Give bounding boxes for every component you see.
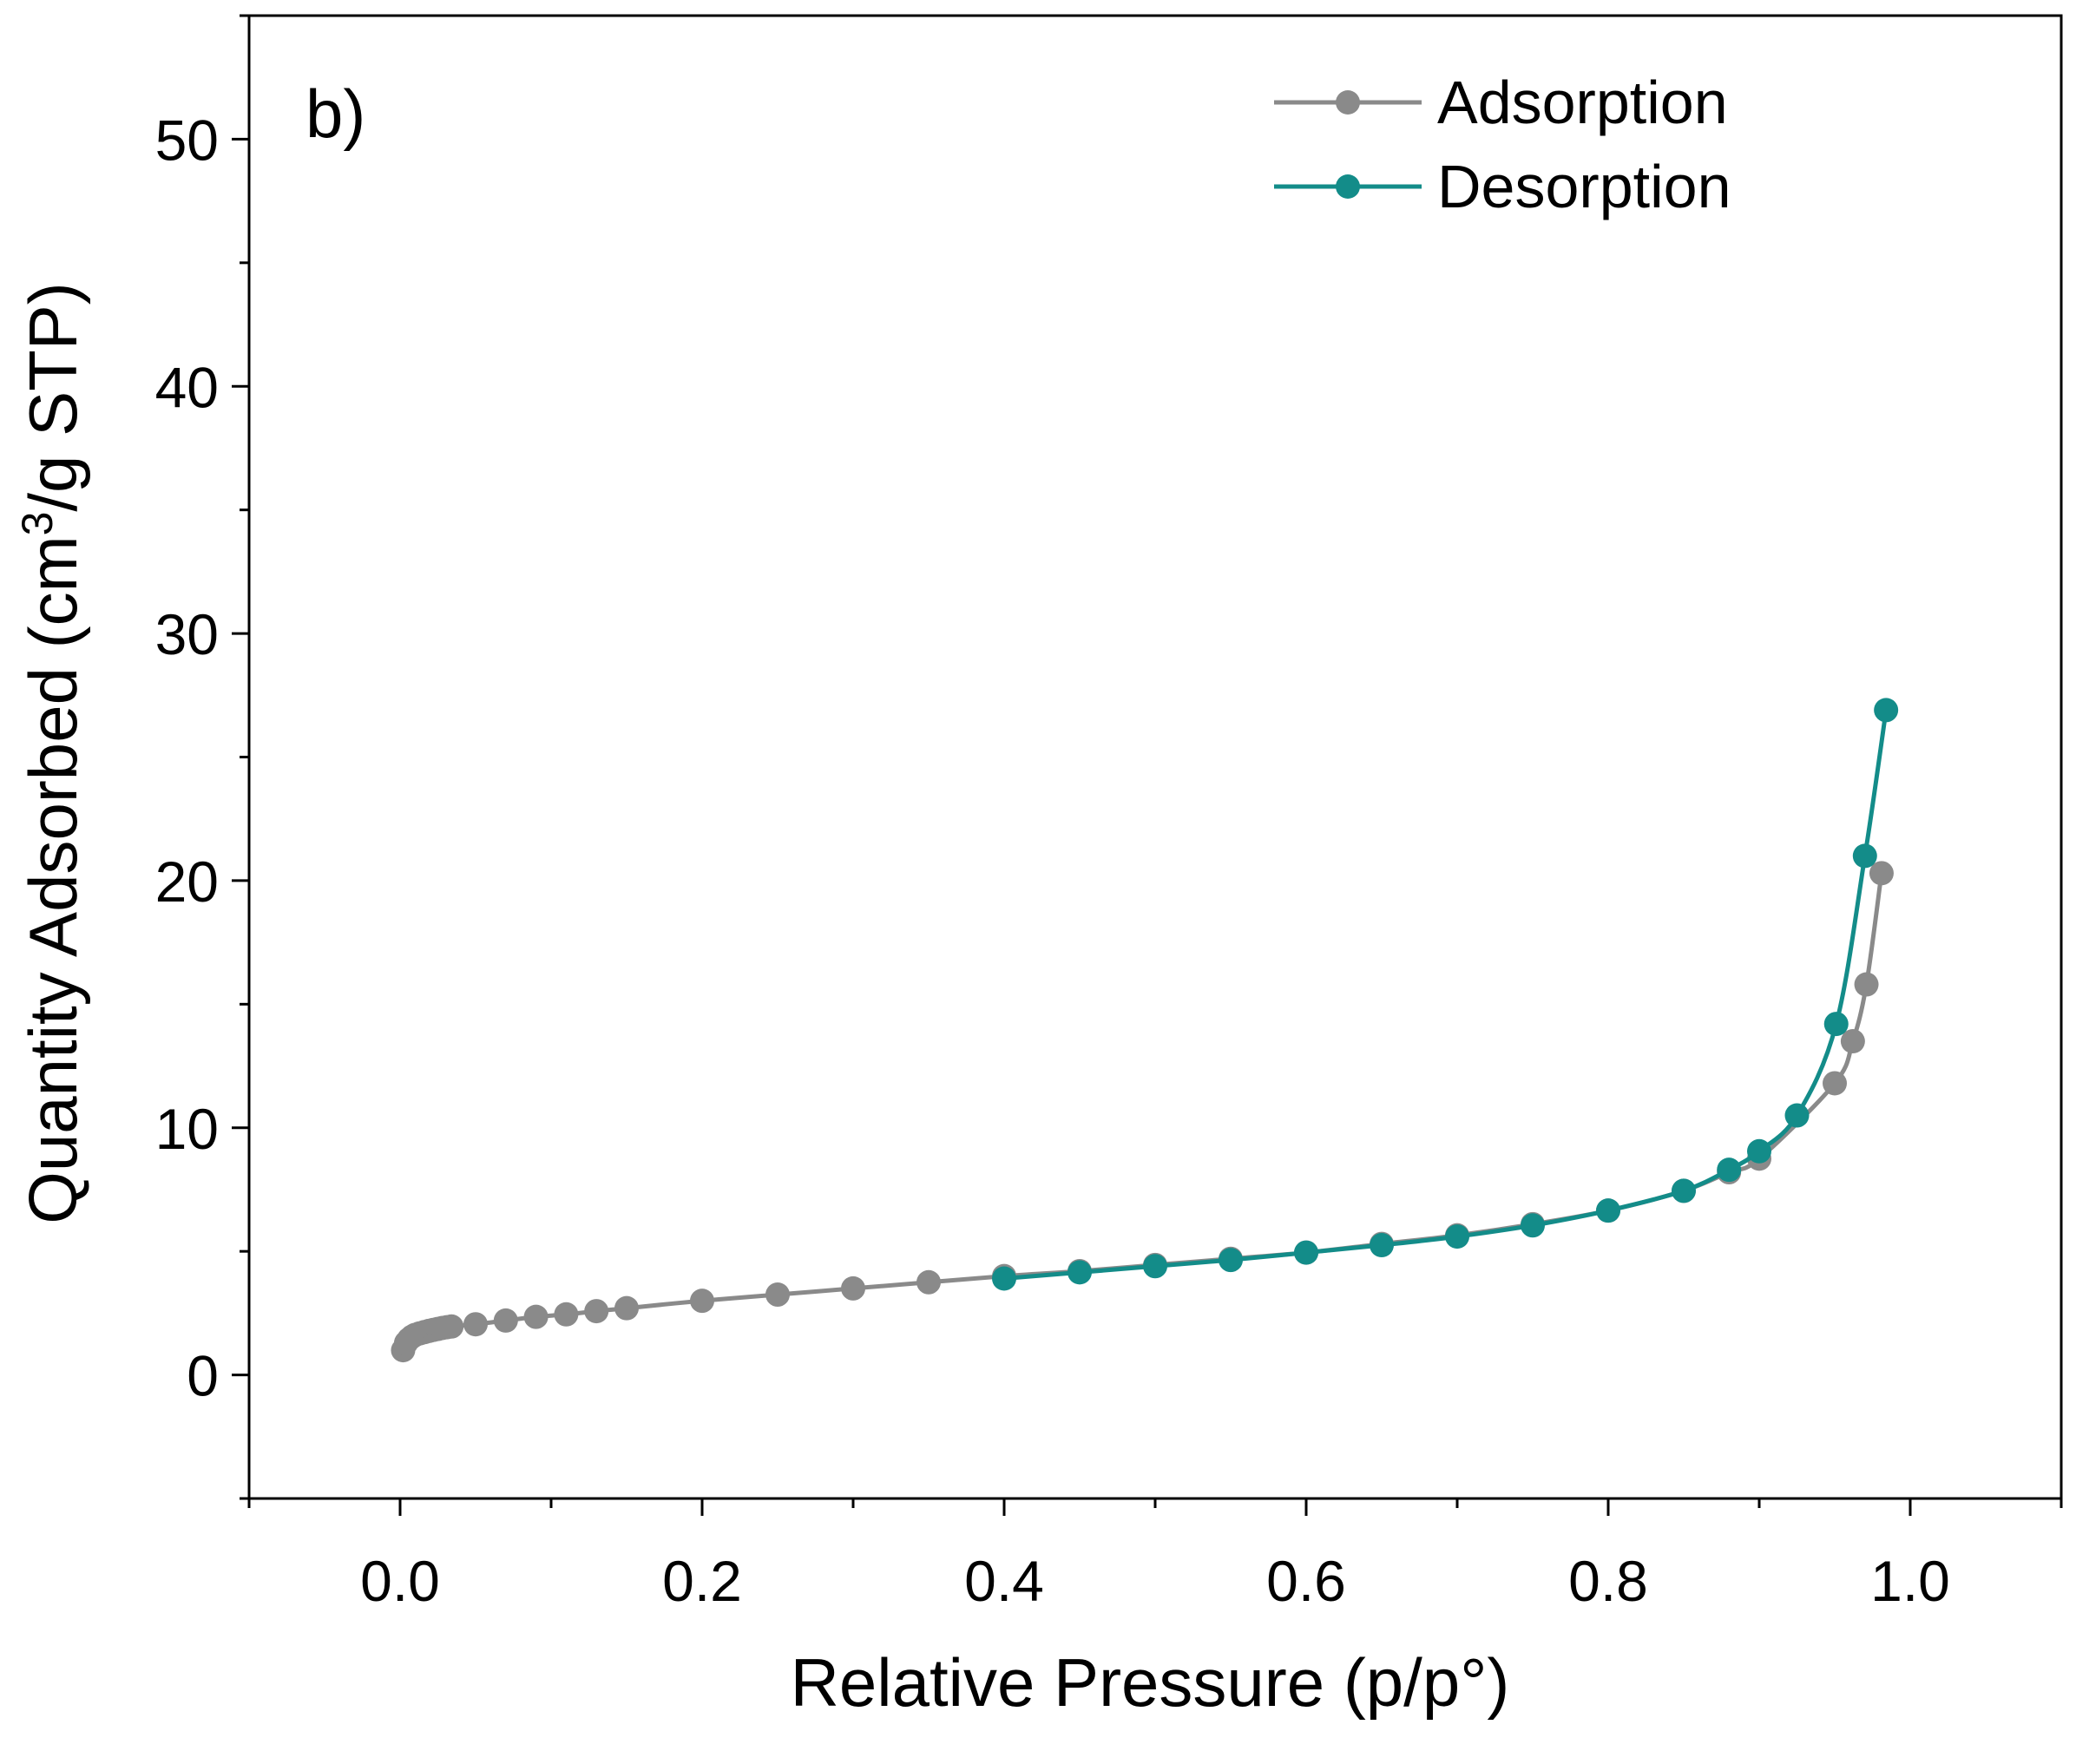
desorption-point — [1596, 1198, 1620, 1223]
desorption-line — [1003, 710, 1889, 1281]
adsorption-point — [439, 1314, 464, 1339]
x-tick-label: 0.0 — [360, 1549, 440, 1613]
desorption-point — [1068, 1260, 1092, 1285]
desorption-point — [1219, 1248, 1243, 1273]
y-tick-label: 10 — [155, 1097, 219, 1161]
desorption-point — [1852, 843, 1877, 869]
desorption-point — [1823, 1012, 1849, 1037]
adsorption-point — [614, 1295, 639, 1321]
y-axis-title-main: Quantity Adsorbed (cm — [15, 535, 91, 1223]
desorption-point — [1784, 1103, 1810, 1128]
desorption-point — [1294, 1240, 1318, 1265]
desorption-point — [992, 1266, 1016, 1291]
legend-marker — [1336, 90, 1360, 115]
adsorption-point — [765, 1282, 790, 1308]
x-tick-label: 0.4 — [964, 1549, 1044, 1613]
desorption-point — [1445, 1224, 1469, 1249]
adsorption-point — [1823, 1071, 1847, 1096]
legend: Adsorption Desorption — [1274, 69, 1731, 220]
adsorption-point — [554, 1302, 579, 1327]
x-tick-label: 0.6 — [1266, 1549, 1346, 1613]
y-tick-label: 0 — [187, 1344, 219, 1408]
legend-marker — [1336, 174, 1360, 199]
desorption-point — [1874, 698, 1899, 723]
adsorption-point — [584, 1299, 609, 1324]
y-tick-label: 40 — [155, 355, 219, 419]
x-tick-label: 1.0 — [1870, 1549, 1950, 1613]
y-tick-label: 30 — [155, 602, 219, 666]
y-tick-label: 20 — [155, 849, 219, 914]
y-axis-title: Quantity Adsorbed (cm3/g STP) — [13, 282, 91, 1224]
desorption-point — [1717, 1157, 1742, 1183]
legend-entry-desorption: Desorption — [1274, 153, 1731, 220]
adsorption-point — [1854, 972, 1879, 997]
desorption-point — [1521, 1213, 1545, 1238]
series-desorption — [992, 698, 1899, 1291]
adsorption-line — [401, 873, 1884, 1352]
adsorption-point — [1840, 1029, 1865, 1054]
desorption-point — [1143, 1254, 1167, 1279]
x-tick-label: 0.2 — [662, 1549, 742, 1613]
y-tick-label: 50 — [155, 108, 219, 172]
legend-label: Adsorption — [1437, 69, 1728, 136]
adsorption-point — [463, 1312, 488, 1337]
adsorption-point — [1869, 861, 1894, 886]
x-tick-label: 0.8 — [1568, 1549, 1648, 1613]
adsorption-point — [916, 1269, 941, 1295]
y-axis-title-rest: /g STP) — [15, 282, 91, 511]
legend-label: Desorption — [1437, 153, 1731, 220]
axis-ticks — [232, 14, 2063, 1516]
adsorption-point — [690, 1289, 714, 1314]
y-axis-title-superscript: 3 — [13, 512, 62, 536]
legend-entry-adsorption: Adsorption — [1274, 69, 1728, 136]
panel-label: b) — [305, 75, 365, 152]
desorption-point — [1672, 1178, 1696, 1203]
x-axis-title: Relative Pressure (p/p°) — [791, 1644, 1510, 1721]
tick-labels: 0.0 0.2 0.4 0.6 0.8 1.0 0 10 20 30 40 50 — [155, 108, 1950, 1613]
desorption-point — [1370, 1233, 1394, 1258]
desorption-point — [1747, 1138, 1771, 1164]
adsorption-point — [493, 1308, 518, 1333]
adsorption-point — [523, 1304, 549, 1329]
data-series — [391, 698, 1899, 1363]
series-adsorption — [391, 861, 1894, 1363]
adsorption-point — [841, 1275, 865, 1301]
